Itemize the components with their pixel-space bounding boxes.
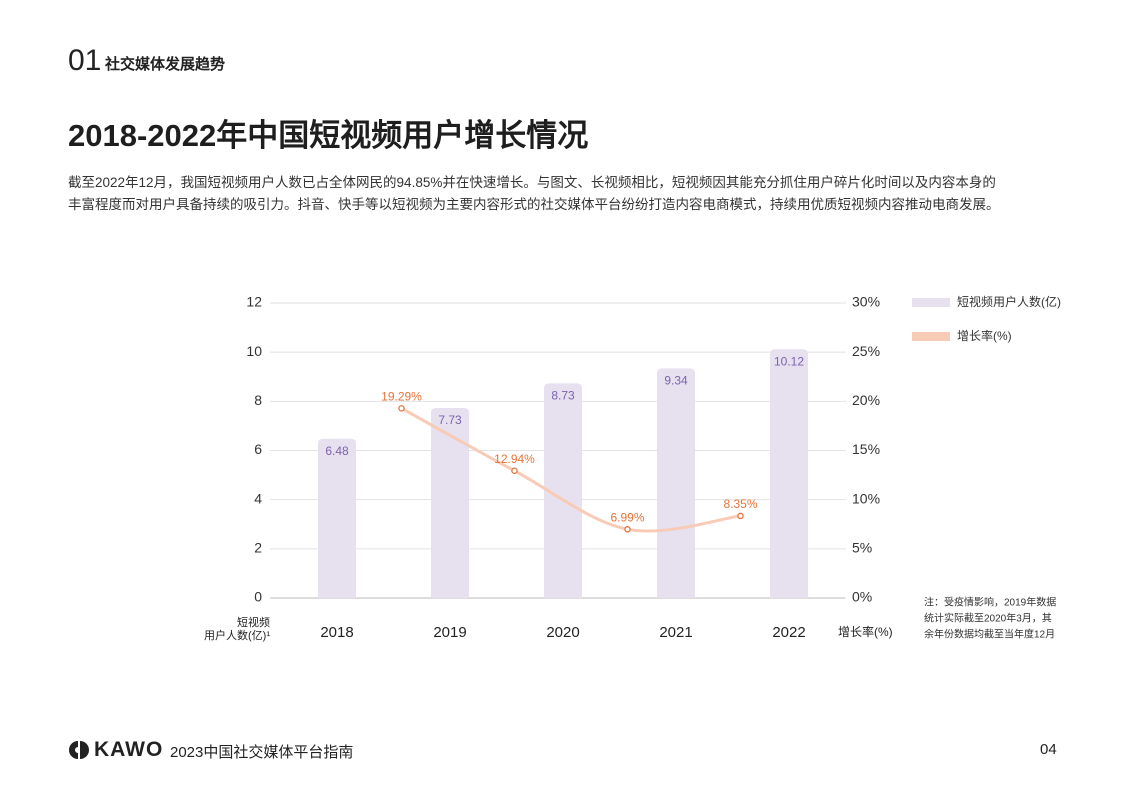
growth-value-label: 19.29% — [381, 389, 422, 403]
paragraph-line: 丰富程度而对用户具备持续的吸引力。抖音、快手等以短视频为主要内容形式的社交媒体平… — [68, 197, 1000, 212]
logo-icon — [69, 741, 89, 759]
y-tick-label: 12 — [246, 294, 262, 310]
bar — [431, 407, 469, 598]
y2-tick-label: 20% — [852, 392, 880, 408]
section-number: 01 — [68, 44, 102, 77]
x-tick-label: 2020 — [546, 624, 579, 641]
footer-title: 2023中国社交媒体平台指南 — [170, 744, 354, 761]
y2-tick-label: 30% — [852, 294, 880, 310]
growth-point — [511, 467, 518, 475]
y-axis-label: 短视频 — [237, 615, 270, 629]
growth-point — [624, 526, 631, 533]
legend-swatch — [912, 332, 950, 341]
brand: KAWO — [94, 738, 164, 761]
bar-value-label: 6.48 — [325, 444, 349, 458]
y-tick-label: 8 — [254, 392, 262, 408]
y2-tick-label: 0% — [852, 589, 872, 605]
y2-tick-label: 15% — [852, 441, 880, 457]
page-title: 2018-2022年中国短视频用户增长情况 — [68, 118, 589, 153]
growth-line — [400, 407, 741, 533]
bar — [770, 349, 808, 598]
bar-value-label: 10.12 — [774, 354, 804, 368]
growth-value-label: 6.99% — [610, 510, 644, 524]
y2-tick-label: 5% — [852, 540, 872, 556]
y2-tick-label: 25% — [852, 343, 880, 359]
bar — [318, 438, 356, 598]
note: 统计实际截至2020年3月，其 — [924, 612, 1052, 625]
x-tick-label: 2018 — [320, 624, 353, 641]
y2-axis-label: 增长率(%) — [838, 624, 893, 639]
bar-value-label: 9.34 — [664, 374, 688, 388]
growth-value-label: 12.94% — [494, 452, 535, 466]
y-tick-label: 2 — [254, 540, 262, 556]
legend-label: 短视频用户人数(亿) — [957, 294, 1061, 309]
y-axis-label: 用户人数(亿)¹ — [204, 628, 270, 642]
y-tick-label: 10 — [246, 343, 262, 359]
note: 注：受疫情影响，2019年数据 — [924, 596, 1056, 609]
bar — [544, 383, 582, 598]
x-tick-label: 2021 — [659, 624, 692, 641]
bar-value-label: 7.73 — [438, 413, 462, 427]
x-tick-label: 2022 — [772, 624, 805, 641]
paragraph-line: 截至2022年12月，我国短视频用户人数已占全体网民的94.85%并在快速增长。… — [68, 175, 996, 190]
growth-value-label: 8.35% — [723, 497, 757, 511]
y-tick-label: 0 — [254, 589, 262, 605]
section-title: 社交媒体发展趋势 — [105, 56, 226, 73]
growth-point — [737, 512, 744, 520]
legend-swatch — [912, 298, 950, 307]
bar-value-label: 8.73 — [551, 389, 575, 403]
legend-label: 增长率(%) — [957, 328, 1012, 343]
y-tick-label: 4 — [254, 490, 262, 506]
page-number: 04 — [1040, 741, 1057, 758]
x-tick-label: 2019 — [433, 624, 466, 641]
growth-point — [398, 405, 405, 412]
y2-tick-label: 10% — [852, 490, 880, 506]
note: 余年份数据均截至当年度12月 — [924, 628, 1055, 641]
y-tick-label: 6 — [254, 441, 262, 457]
bar — [657, 368, 695, 598]
